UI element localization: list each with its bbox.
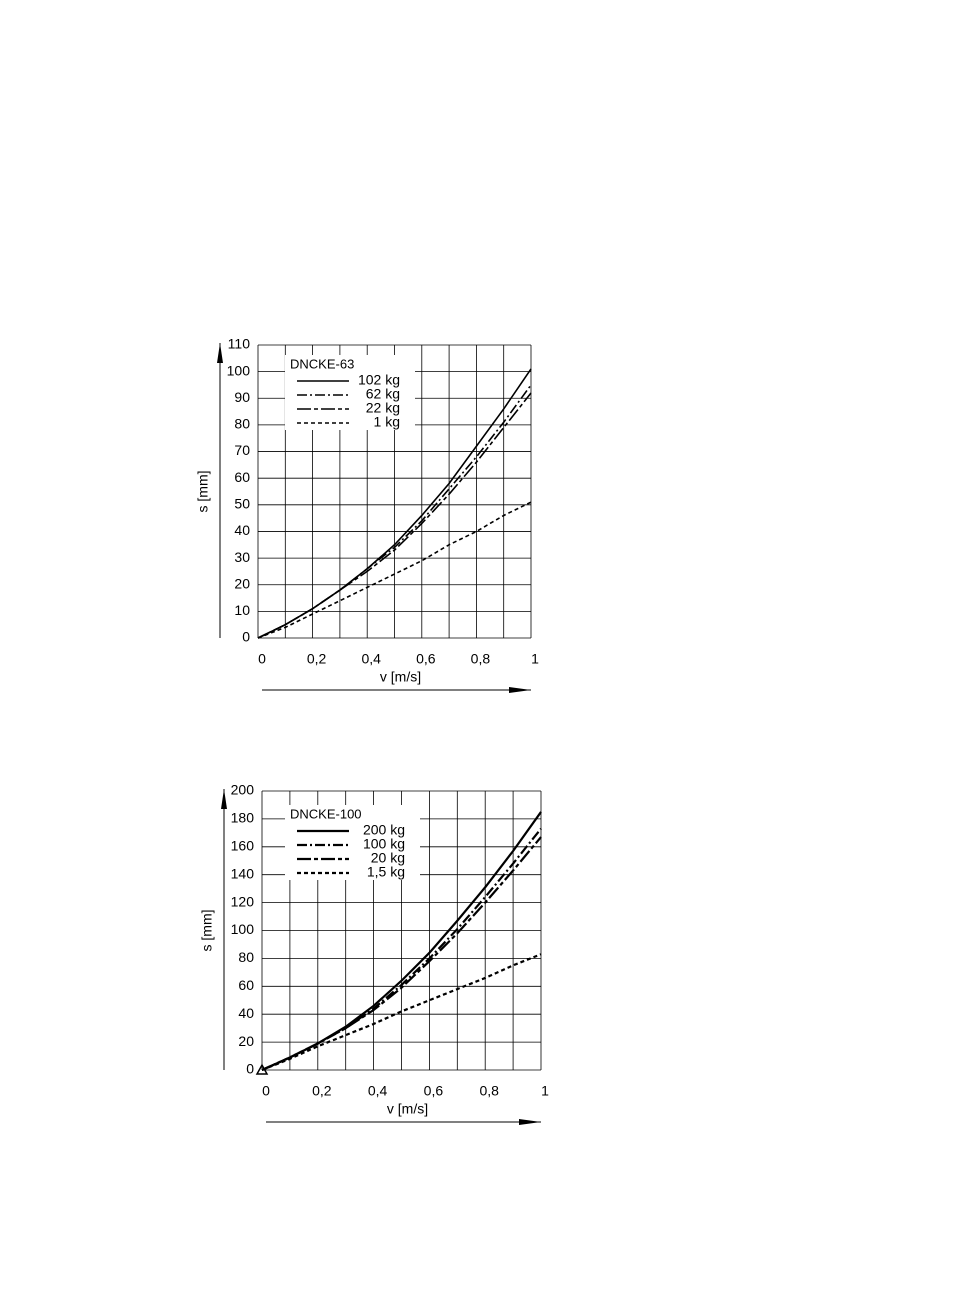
y-axis-label: s [mm]: [195, 471, 211, 513]
legend-label: 102 kg: [358, 372, 400, 388]
series-line: [261, 953, 542, 1072]
x-tick-label: 0,4: [368, 1083, 388, 1099]
series-line: [261, 836, 542, 1072]
x-arrowhead: [509, 687, 531, 693]
origin-marker: [255, 1063, 269, 1075]
x-tick-label: 1: [531, 651, 539, 667]
y-tick-label: 140: [231, 865, 255, 881]
legend-box: [285, 355, 415, 430]
y-tick-label: 180: [231, 810, 255, 826]
y-tick-label: 50: [234, 496, 250, 512]
legend-label: 20 kg: [371, 850, 405, 866]
y-tick-label: 0: [242, 629, 250, 645]
x-tick-label: 1: [541, 1083, 549, 1099]
x-tick-label: 0,2: [307, 651, 327, 667]
x-arrowhead: [519, 1119, 541, 1125]
y-tick-label: 80: [238, 949, 254, 965]
x-tick-label: 0,8: [471, 651, 491, 667]
y-tick-label: 120: [231, 893, 255, 909]
y-tick-label: 70: [234, 442, 250, 458]
x-tick-label: 0: [258, 651, 266, 667]
legend-label: 62 kg: [366, 386, 400, 402]
legend-title: DNCKE-63: [290, 356, 354, 371]
legend-box: [285, 805, 420, 880]
y-tick-label: 60: [238, 977, 254, 993]
x-tick-label: 0: [262, 1083, 270, 1099]
y-tick-label: 200: [231, 782, 255, 798]
legend-label: 1 kg: [374, 414, 400, 430]
y-tick-label: 40: [234, 522, 250, 538]
series-line: [257, 392, 532, 639]
y-tick-label: 0: [246, 1061, 254, 1077]
series-line: [261, 827, 542, 1072]
y-tick-label: 60: [234, 469, 250, 485]
legend-label: 22 kg: [366, 400, 400, 416]
x-tick-label: 0,6: [416, 651, 436, 667]
y-axis-label: s [mm]: [199, 910, 215, 952]
x-tick-label: 0,8: [479, 1083, 499, 1099]
y-tick-label: 20: [238, 1033, 254, 1049]
x-axis-label: v [m/s]: [387, 1101, 428, 1117]
y-tick-label: 30: [234, 549, 250, 565]
y-arrowhead: [221, 789, 227, 809]
y-arrowhead: [217, 343, 223, 363]
x-tick-label: 0,6: [424, 1083, 444, 1099]
legend-label: 100 kg: [363, 836, 405, 852]
y-tick-label: 40: [238, 1005, 254, 1021]
x-axis-label: v [m/s]: [380, 669, 421, 685]
series-line: [257, 501, 532, 639]
legend-title: DNCKE-100: [290, 806, 362, 821]
legend-label: 200 kg: [363, 822, 405, 838]
y-tick-label: 100: [231, 921, 255, 937]
y-tick-label: 80: [234, 416, 250, 432]
legend-label: 1,5 kg: [367, 864, 405, 880]
x-tick-label: 0,2: [312, 1083, 332, 1099]
y-tick-label: 20: [234, 575, 250, 591]
y-tick-label: 10: [234, 602, 250, 618]
y-tick-label: 90: [234, 389, 250, 405]
y-tick-label: 160: [231, 838, 255, 854]
series-line: [257, 384, 532, 639]
y-tick-label: 110: [228, 336, 251, 352]
y-tick-label: 100: [227, 362, 251, 378]
x-tick-label: 0,4: [361, 651, 381, 667]
